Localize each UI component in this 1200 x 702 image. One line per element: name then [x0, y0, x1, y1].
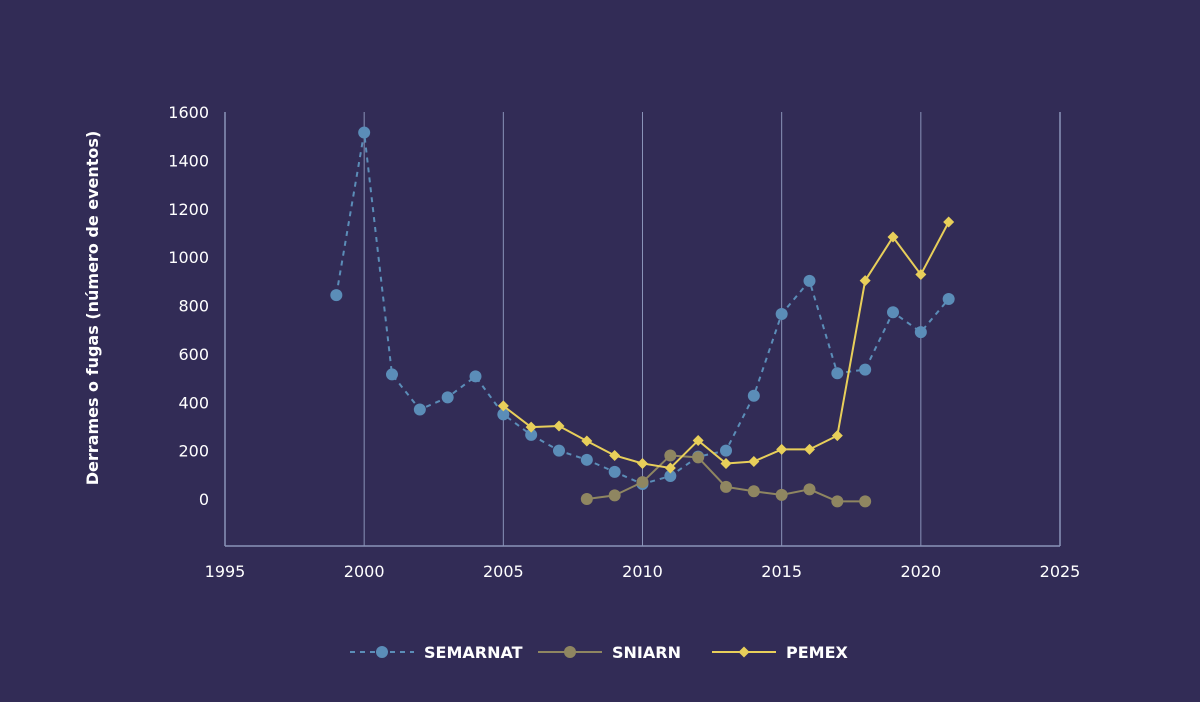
- point-semarnat-2011: [664, 470, 677, 483]
- point-semarnat-2015: [775, 307, 788, 320]
- axes: [224, 112, 1060, 547]
- y-tick-label-1400: 1400: [168, 151, 209, 170]
- point-pemex-2010: [637, 457, 648, 469]
- point-semarnat-2020: [914, 326, 927, 339]
- x-tick-label-2000: 2000: [344, 562, 385, 581]
- x-tick-label-2005: 2005: [483, 562, 524, 581]
- point-pemex-2013: [720, 457, 732, 469]
- point-sniarn-2018: [859, 495, 872, 508]
- point-pemex-2017: [831, 430, 843, 442]
- point-semarnat-2014: [747, 389, 760, 402]
- point-semarnat-2001: [386, 368, 398, 381]
- point-sniarn-2014: [747, 485, 760, 498]
- point-semarnat-2007: [553, 444, 565, 457]
- y-tick-label-1200: 1200: [168, 200, 209, 219]
- point-semarnat-2004: [469, 370, 482, 383]
- point-sniarn-2011: [664, 449, 677, 462]
- y-tick-label-1000: 1000: [168, 248, 209, 267]
- x-tick-label-2020: 2020: [900, 562, 941, 581]
- point-semarnat-2019: [887, 306, 899, 319]
- point-pemex-2018: [859, 275, 871, 287]
- legend: SEMARNAT SNIARN PEMEX: [350, 643, 849, 662]
- point-pemex-2015: [776, 443, 788, 455]
- point-semarnat-2000: [358, 126, 371, 139]
- legend-marker-sniarn: [564, 646, 576, 658]
- point-sniarn-2017: [831, 495, 844, 508]
- point-sniarn-2012: [692, 451, 705, 464]
- point-pemex-2008: [581, 435, 593, 447]
- point-semarnat-2018: [859, 363, 872, 376]
- x-tick-label-2015: 2015: [761, 562, 802, 581]
- point-pemex-2012: [692, 434, 704, 446]
- point-semarnat-2016: [803, 274, 816, 287]
- legend-item-semarnat: SEMARNAT: [350, 643, 523, 662]
- point-semarnat-2005: [497, 408, 510, 421]
- series: [330, 126, 955, 508]
- point-sniarn-2009: [608, 489, 621, 502]
- point-pemex-2019: [887, 231, 899, 243]
- point-semarnat-2017: [831, 367, 844, 380]
- point-pemex-2009: [609, 449, 621, 461]
- point-sniarn-2016: [803, 483, 816, 496]
- y-tick-label-0: 0: [199, 490, 209, 509]
- point-semarnat-1999: [330, 289, 343, 302]
- point-semarnat-2003: [441, 391, 454, 404]
- point-pemex-2020: [915, 269, 927, 281]
- point-pemex-2016: [804, 443, 815, 455]
- point-semarnat-2013: [720, 444, 732, 457]
- tick-labels: 1995 2000 2005 2010 2015 2020 2025 0 200 400 600 80…: [168, 103, 1080, 581]
- point-sniarn-2013: [720, 480, 732, 493]
- x-tick-label-2025: 2025: [1040, 562, 1081, 581]
- legend-label-pemex: PEMEX: [786, 643, 849, 662]
- legend-marker-semarnat: [376, 646, 388, 658]
- point-pemex-2007: [553, 420, 565, 432]
- series-line-pemex: [502, 221, 950, 470]
- series-sniarn: [580, 449, 872, 508]
- point-semarnat-2006: [525, 428, 538, 441]
- point-pemex-2006: [525, 421, 537, 433]
- point-semarnat-2002: [413, 403, 426, 416]
- series-pemex: [497, 216, 955, 474]
- point-sniarn-2008: [580, 493, 593, 505]
- point-sniarn-2010: [636, 476, 649, 489]
- grid-lines: [363, 112, 1061, 546]
- point-semarnat-2021: [942, 292, 955, 305]
- point-semarnat-2009: [608, 465, 621, 478]
- y-tick-label-200: 200: [178, 442, 209, 461]
- x-tick-label-1995: 1995: [205, 562, 246, 581]
- point-sniarn-2015: [775, 488, 788, 501]
- point-pemex-2021: [943, 216, 955, 228]
- y-tick-label-600: 600: [178, 345, 209, 364]
- point-pemex-2005: [497, 400, 509, 412]
- y-tick-label-1600: 1600: [168, 103, 209, 122]
- legend-item-sniarn: SNIARN: [538, 643, 681, 662]
- y-axis-title: Derrames o fugas (número de eventos): [83, 131, 102, 486]
- legend-label-sniarn: SNIARN: [612, 643, 681, 662]
- point-pemex-2014: [748, 456, 760, 468]
- point-semarnat-2008: [580, 453, 593, 466]
- legend-label-semarnat: SEMARNAT: [424, 643, 523, 662]
- point-pemex-2011: [664, 462, 676, 474]
- legend-marker-pemex: [738, 646, 750, 658]
- y-tick-label-800: 800: [178, 297, 209, 316]
- legend-item-pemex: PEMEX: [712, 643, 849, 662]
- x-tick-label-2010: 2010: [622, 562, 663, 581]
- y-tick-label-400: 400: [178, 393, 209, 412]
